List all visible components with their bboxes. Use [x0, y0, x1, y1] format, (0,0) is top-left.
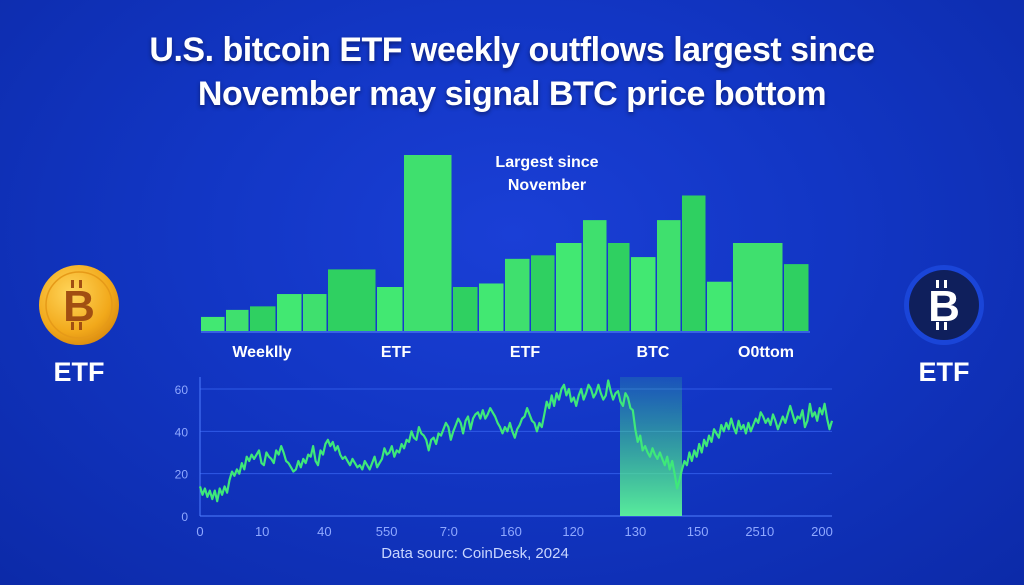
- bar-4: [277, 294, 302, 331]
- bar-13: [556, 243, 582, 331]
- x-tick-label: 2510: [745, 524, 774, 539]
- x-tick-label: 0: [196, 524, 203, 539]
- bar-chart: [201, 155, 810, 333]
- y-tick-label: 0: [181, 510, 188, 524]
- bar-20: [733, 243, 783, 331]
- bar-11: [505, 258, 530, 331]
- x-tick-label: 120: [562, 524, 584, 539]
- bar-1: [201, 316, 225, 331]
- bar-category-label: ETF: [381, 344, 411, 361]
- line-chart-grid: [199, 377, 832, 517]
- bar-category-label: Weeklly: [232, 344, 291, 361]
- bar-16: [631, 257, 656, 331]
- bar-19: [707, 281, 732, 331]
- left-etf-label: ETF: [53, 357, 105, 387]
- x-tick-label: 10: [255, 524, 269, 539]
- headline-line-1: U.S. bitcoin ETF weekly outflows largest…: [149, 31, 875, 69]
- x-tick-label: 40: [317, 524, 331, 539]
- bar-21: [784, 264, 809, 331]
- bar-annotation-line-2: November: [508, 177, 586, 194]
- headline-line-2: November may signal BTC price bottom: [197, 75, 827, 113]
- bar-3: [250, 306, 276, 331]
- headline: U.S. bitcoin ETF weekly outflows largest…: [0, 28, 1024, 116]
- bar-10: [479, 283, 504, 331]
- x-tick-label: 200: [811, 524, 833, 539]
- bar-9: [453, 287, 478, 331]
- bitcoin-navy-coin-icon: B: [904, 265, 984, 345]
- x-tick-label: 7:0: [440, 524, 458, 539]
- x-tick-label: 160: [500, 524, 522, 539]
- bar-14: [583, 220, 607, 331]
- bar-12: [531, 255, 555, 331]
- x-axis-ticks: 0 10 40 550 7:0 160 120 130 150 2510 200: [196, 524, 832, 539]
- bar-annotation-line-1: Largest since: [495, 154, 598, 171]
- outflow-highlight-band: [620, 377, 682, 516]
- y-axis-ticks: 0 20 40 60: [175, 383, 189, 524]
- bar-6: [328, 269, 376, 331]
- price-line: [198, 379, 834, 503]
- bitcoin-gold-coin-icon: B: [39, 265, 119, 345]
- bar-category-labels: Weeklly ETF ETF BTC O0ttom: [232, 344, 794, 361]
- line-chart: 0 20 40 60 0 10 40 550 7:0 160 120 130 150 2510 200: [175, 377, 834, 539]
- y-tick-label: 20: [175, 468, 189, 482]
- bar-7: [377, 287, 403, 331]
- y-tick-label: 40: [175, 425, 189, 439]
- bar-15: [608, 243, 630, 331]
- bar-5: [303, 294, 327, 331]
- bar-category-label: BTC: [637, 344, 670, 361]
- bar-category-label: O0ttom: [738, 344, 794, 361]
- data-source-caption: Data sourc: CoinDesk, 2024: [381, 545, 569, 562]
- x-tick-label: 550: [376, 524, 398, 539]
- right-etf-label: ETF: [918, 357, 970, 387]
- y-tick-label: 60: [175, 383, 189, 397]
- bar-17: [657, 220, 681, 331]
- x-tick-label: 150: [687, 524, 709, 539]
- bar-18: [682, 195, 706, 331]
- bar-2: [226, 309, 249, 331]
- x-tick-label: 130: [625, 524, 647, 539]
- bar-category-label: ETF: [510, 344, 540, 361]
- bar-8: [404, 155, 452, 331]
